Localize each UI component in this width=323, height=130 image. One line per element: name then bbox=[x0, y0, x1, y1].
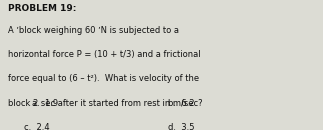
Text: d.  3.5: d. 3.5 bbox=[168, 123, 194, 130]
Text: a.  1.9: a. 1.9 bbox=[32, 99, 58, 108]
Text: b.  6.2: b. 6.2 bbox=[168, 99, 194, 108]
Text: force equal to (6 – t²).  What is velocity of the: force equal to (6 – t²). What is velocit… bbox=[8, 74, 199, 83]
Text: PROBLEM 19:: PROBLEM 19: bbox=[8, 4, 77, 13]
Text: A ʼblock weighing 60 ʼN is subjected to a: A ʼblock weighing 60 ʼN is subjected to … bbox=[8, 26, 179, 35]
Text: block 2 sec after it started from rest in m/sec?: block 2 sec after it started from rest i… bbox=[8, 98, 203, 107]
Text: horizontal force P = (10 + t/3) and a frictional: horizontal force P = (10 + t/3) and a fr… bbox=[8, 50, 201, 59]
Text: c.  2.4: c. 2.4 bbox=[24, 123, 50, 130]
